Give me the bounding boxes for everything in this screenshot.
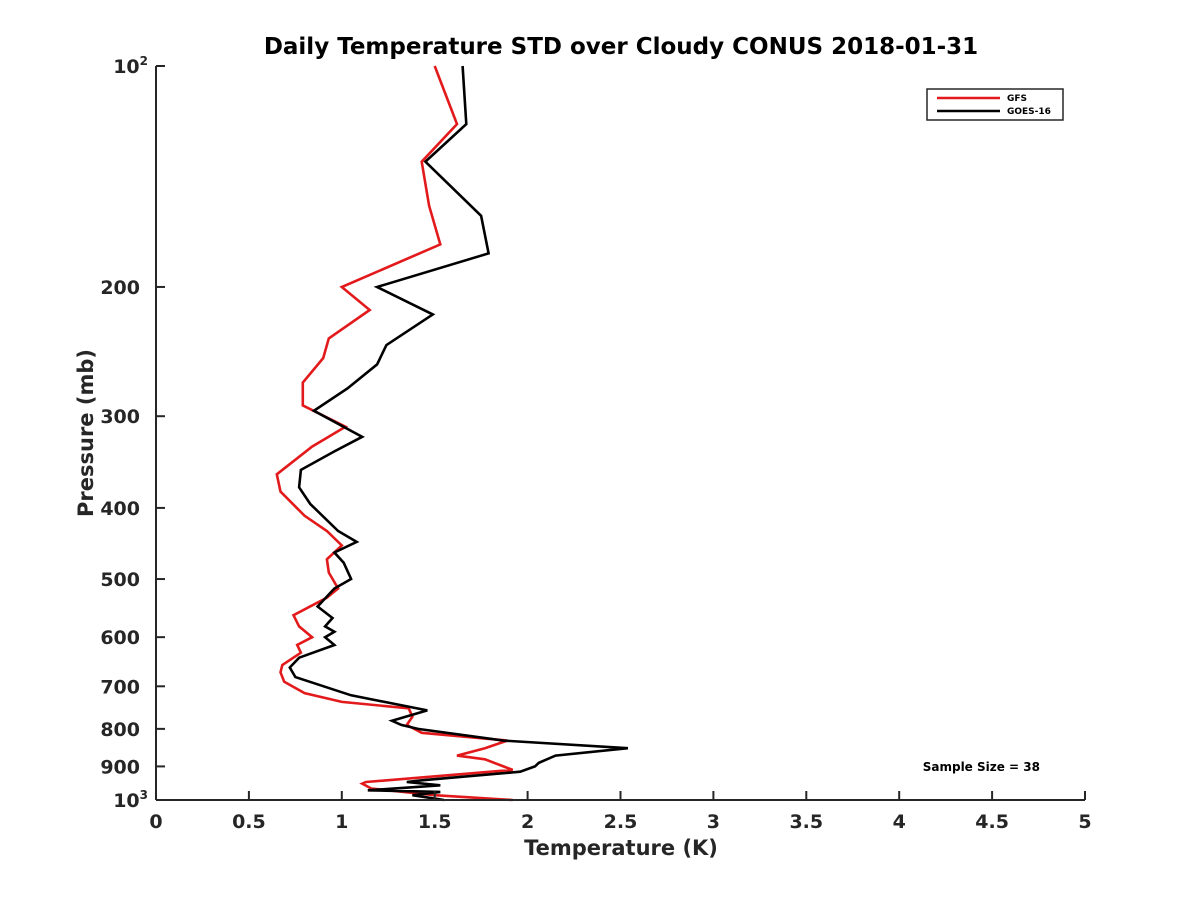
- series-line-goes-16: [288, 65, 629, 802]
- series-layer: [275, 65, 629, 802]
- x-tick-label: 1.5: [418, 811, 452, 833]
- sample-size-annotation: Sample Size = 38: [923, 760, 1040, 774]
- legend-label: GOES-16: [1007, 107, 1051, 117]
- x-axis-label: Temperature (K): [524, 836, 718, 860]
- y-tick-label: 102: [113, 54, 148, 78]
- legend-box: [926, 88, 1064, 121]
- x-tick-label: 0: [149, 811, 162, 833]
- y-tick-label: 900: [100, 756, 140, 778]
- x-tick-label: 4.5: [975, 811, 1009, 833]
- x-tick-label: 2.5: [604, 811, 638, 833]
- axes-layer: 0 0.5 1 1.5 2 2.5 3 3.5 4 4.5 5 102 200 300 400 500 600 7…: [100, 54, 1091, 833]
- y-tick-label: 103: [113, 788, 148, 812]
- y-tick-label: 600: [100, 627, 140, 649]
- y-tick-label: 800: [100, 719, 140, 741]
- x-tick-label: 2: [521, 811, 534, 833]
- legend-label: GFS: [1007, 94, 1027, 104]
- x-tick-label: 4: [893, 811, 906, 833]
- x-tick-label: 3: [707, 811, 720, 833]
- x-tick-label: 3.5: [789, 811, 823, 833]
- chart-title: Daily Temperature STD over Cloudy CONUS …: [264, 34, 978, 60]
- legend: GFS GOES-16: [926, 88, 1064, 121]
- y-tick-label: 200: [100, 277, 140, 299]
- y-tick-label: 300: [100, 406, 140, 428]
- y-tick-label: 500: [100, 569, 140, 591]
- y-axis-label: Pressure (mb): [74, 349, 98, 517]
- x-tick-label: 5: [1078, 811, 1091, 833]
- y-tick-label: 400: [100, 498, 140, 520]
- x-tick-label: 0.5: [232, 811, 266, 833]
- y-tick-label: 700: [100, 676, 140, 698]
- x-tick-label: 1: [335, 811, 348, 833]
- series-line-gfs: [275, 65, 514, 802]
